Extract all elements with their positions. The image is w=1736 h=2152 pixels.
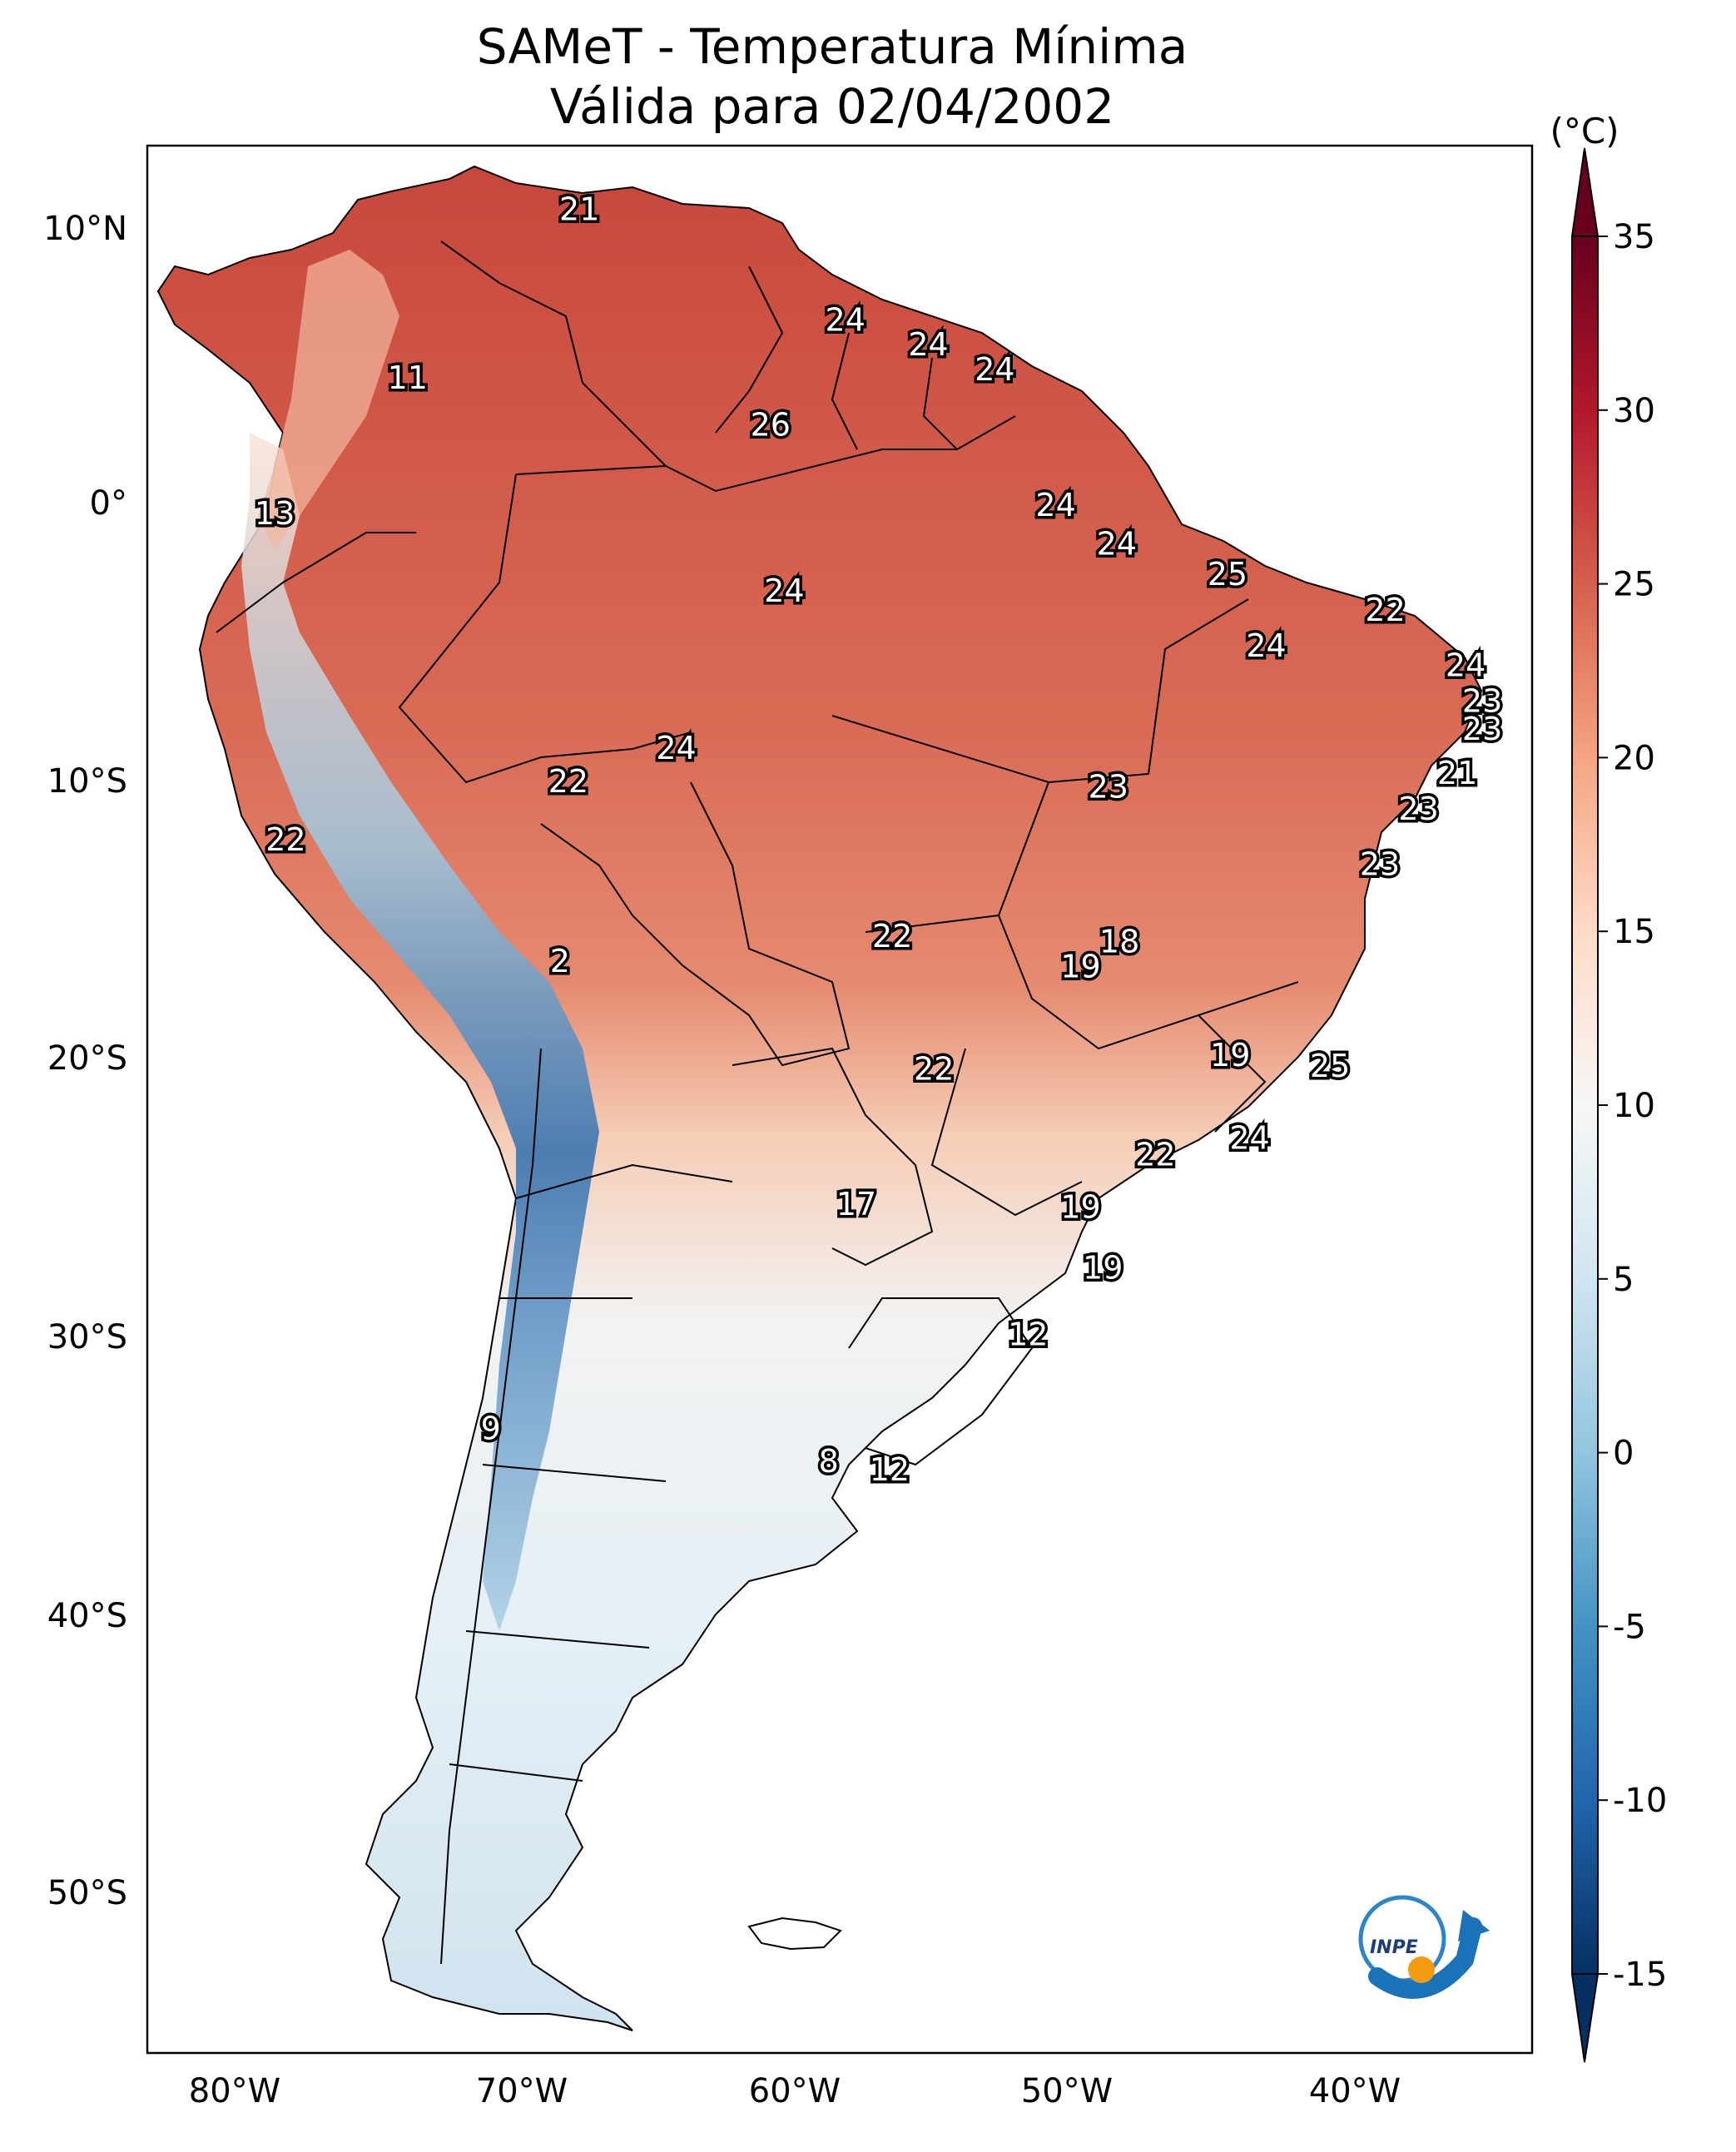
station-value-label: 25 — [1208, 556, 1247, 593]
station-value-label: 23 — [1462, 683, 1502, 720]
lat-tick-label: 10°S — [47, 762, 127, 801]
title-line-1: SAMeT - Temperatura Mínima — [477, 18, 1188, 75]
lat-tick-label: 40°S — [47, 1597, 127, 1635]
lat-tick-label: 0° — [90, 484, 127, 523]
station-value-label: 9 — [481, 1410, 501, 1446]
inpe-logo: INPE — [1358, 1895, 1490, 1999]
colorbar-tick-label: 0 — [1613, 1435, 1634, 1473]
border-ecuador-peru — [216, 532, 416, 633]
colorbar-unit: (°C) — [1550, 111, 1619, 151]
station-value-label: 19 — [1083, 1250, 1123, 1287]
station-value-label: 19 — [1210, 1037, 1250, 1074]
station-value-label: 24 — [1246, 627, 1286, 664]
border-uruguay — [848, 1297, 1034, 1466]
station-value-label: 23 — [1462, 711, 1502, 747]
falkland-islands — [747, 1916, 842, 1951]
station-value-label: 24 — [908, 326, 948, 363]
station-value-label: 24 — [764, 573, 804, 609]
lat-axis: 10°N 0° 10°S 20°S 30°S 40°S 50°S — [43, 210, 127, 1912]
colorbar-tick-label: -15 — [1613, 1956, 1667, 1994]
border-argentina-provinces — [449, 1163, 733, 1782]
colorbar-tick-label: 5 — [1613, 1261, 1634, 1299]
station-value-label: 22 — [1365, 592, 1405, 628]
colorbar-tick-label: 25 — [1613, 566, 1655, 604]
station-value-label: 24 — [1446, 647, 1486, 684]
station-value-label: 21 — [1437, 755, 1477, 791]
colorbar-body — [1571, 236, 1599, 1975]
border-peru-brazil — [398, 474, 692, 784]
lon-tick-label: 80°W — [189, 2072, 280, 2110]
border-guianas — [831, 332, 958, 450]
station-value-label: 13 — [255, 495, 295, 532]
station-value-label: 23 — [1398, 791, 1438, 827]
border-bolivia — [540, 781, 851, 1067]
lon-tick-label: 40°W — [1309, 2072, 1401, 2110]
colorbar-tick-label: 10 — [1613, 1087, 1655, 1125]
inpe-logo-text: INPE — [1370, 1937, 1418, 1958]
colorbar-tick-label: 20 — [1613, 739, 1655, 777]
station-value-label: 22 — [1135, 1136, 1175, 1173]
station-value-label: 23 — [1360, 846, 1400, 883]
colombian-andes-band — [258, 250, 399, 549]
lon-tick-label: 50°W — [1021, 2072, 1113, 2110]
station-value-label: 24 — [1035, 487, 1075, 523]
border-colombia-venezuela — [440, 240, 667, 467]
colorbar-max-extend — [1570, 147, 1600, 237]
station-value-label: 24 — [826, 301, 866, 338]
colorbar-tick-label: -5 — [1613, 1608, 1646, 1646]
lon-tick-label: 70°W — [476, 2072, 568, 2110]
lat-tick-label: 50°S — [47, 1874, 127, 1912]
station-value-label: 21 — [559, 191, 599, 227]
lon-axis: 80°W 70°W 60°W 50°W 40°W — [189, 2072, 1401, 2110]
andes-cold-band — [241, 433, 599, 1631]
colorbar-ticks: 35 30 25 20 15 10 5 0 -5 -10 -15 — [1598, 218, 1667, 1994]
station-value-label: 12 — [1008, 1316, 1048, 1352]
station-value-label: 11 — [388, 359, 428, 396]
lat-tick-label: 10°N — [43, 210, 127, 248]
station-value-label: 12 — [870, 1451, 910, 1488]
colorbar-tick-label: 35 — [1613, 218, 1655, 256]
station-value-label: 17 — [836, 1186, 876, 1222]
colorbar-tick-label: -10 — [1613, 1782, 1667, 1820]
border-brazil-states — [831, 598, 1299, 1217]
title-line-2: Válida para 02/04/2002 — [550, 78, 1114, 135]
station-value-label: 2 — [550, 943, 570, 979]
station-value-label: 22 — [265, 821, 305, 858]
station-value-label: 19 — [1060, 949, 1100, 985]
station-value-label: 25 — [1310, 1048, 1350, 1084]
station-value-label: 24 — [656, 730, 696, 766]
station-value-label: 22 — [548, 763, 588, 800]
station-value-label: 22 — [872, 918, 912, 955]
station-value-label: 23 — [1089, 769, 1128, 806]
border-venezuela-guyana — [715, 265, 784, 434]
lat-tick-label: 20°S — [47, 1039, 127, 1078]
station-value-label: 24 — [1229, 1120, 1269, 1157]
colorbar-tick-label: 15 — [1613, 913, 1655, 951]
border-brazil-north — [515, 415, 1016, 493]
station-value-label: 8 — [819, 1443, 839, 1480]
colorbar-tick-label: 30 — [1613, 392, 1655, 430]
lat-tick-label: 30°S — [47, 1318, 127, 1356]
station-value-label: 19 — [1060, 1189, 1100, 1226]
station-value-label: 24 — [1097, 525, 1137, 562]
continent-layer — [156, 165, 1483, 2031]
station-value-label: 22 — [914, 1051, 954, 1088]
station-value-label: 24 — [975, 351, 1014, 388]
station-value-label: 18 — [1099, 924, 1139, 960]
colorbar-min-extend — [1570, 1973, 1600, 2063]
station-value-label: 26 — [751, 407, 791, 444]
border-paraguay — [732, 1047, 934, 1267]
colorbar: (°C) 35 30 25 20 15 10 5 0 -5 -10 -15 — [1550, 111, 1667, 2063]
border-chile-argentina — [440, 1048, 542, 1965]
lon-tick-label: 60°W — [749, 2072, 841, 2110]
